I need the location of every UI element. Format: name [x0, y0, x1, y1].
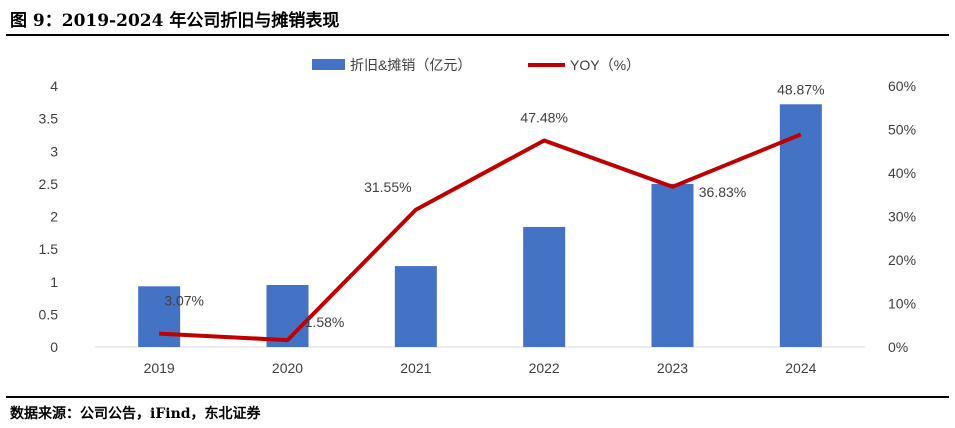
data-label: 47.48%: [520, 109, 567, 125]
right-tick-label: 20%: [888, 252, 916, 268]
x-tick-label: 2019: [144, 360, 175, 376]
legend-bar-swatch: [312, 59, 345, 70]
bar: [394, 266, 437, 347]
data-label: 36.83%: [699, 184, 746, 200]
source-note: 数据来源：公司公告，iFind，东北证券: [10, 406, 261, 422]
bar: [266, 285, 309, 347]
left-tick-label: 4: [50, 78, 58, 94]
right-tick-label: 40%: [888, 165, 916, 181]
bar: [779, 104, 822, 348]
yoy-line: [159, 132, 802, 343]
data-label: 1.58%: [305, 314, 345, 330]
left-tick-label: 2: [50, 209, 58, 225]
right-tick-label: 30%: [888, 209, 916, 225]
right-tick-label: 60%: [888, 78, 916, 94]
left-tick-label: 1: [50, 274, 58, 290]
bar: [523, 226, 566, 347]
bar: [138, 286, 181, 347]
right-tick-label: 50%: [888, 122, 916, 138]
x-tick-label: 2022: [529, 360, 560, 376]
legend-line-label: YOY（%）: [570, 57, 640, 73]
data-label: 3.07%: [164, 293, 204, 309]
bar: [651, 183, 694, 347]
x-tick-label: 2023: [657, 360, 688, 376]
left-tick-label: 0: [50, 339, 58, 355]
source-rule: [6, 396, 949, 398]
left-tick-label: 3.5: [39, 111, 59, 127]
left-tick-label: 0.5: [39, 306, 59, 322]
title-rule: [6, 34, 949, 36]
x-tick-label: 2020: [272, 360, 303, 376]
left-tick-label: 2.5: [39, 176, 59, 192]
right-tick-label: 10%: [888, 296, 916, 312]
left-tick-label: 1.5: [39, 241, 59, 257]
right-tick-label: 0%: [888, 339, 908, 355]
legend-bar-label: 折旧&摊销（亿元）: [350, 57, 471, 73]
left-tick-label: 3: [50, 143, 58, 159]
x-tick-label: 2024: [785, 360, 816, 376]
x-tick-label: 2021: [400, 360, 431, 376]
legend: 折旧&摊销（亿元） YOY（%）: [312, 57, 640, 73]
data-label: 48.87%: [777, 81, 824, 97]
data-label: 31.55%: [364, 179, 411, 195]
figure-title: 图 9：2019-2024 年公司折旧与摊销表现: [10, 11, 340, 31]
